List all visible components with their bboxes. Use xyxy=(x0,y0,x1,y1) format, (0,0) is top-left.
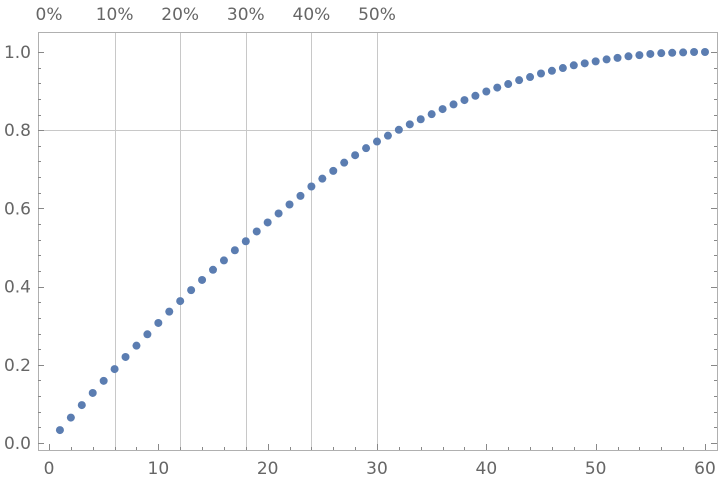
data-point xyxy=(537,69,545,78)
data-point xyxy=(252,227,261,236)
data-point xyxy=(362,144,371,153)
data-point xyxy=(679,48,688,57)
data-point xyxy=(482,87,491,96)
data-point xyxy=(209,265,217,274)
data-point xyxy=(99,376,108,385)
data-point xyxy=(460,96,469,105)
data-point xyxy=(219,256,228,265)
data-point xyxy=(504,80,513,89)
top-axis-label: 20% xyxy=(161,5,199,25)
data-point xyxy=(55,426,64,435)
data-point xyxy=(121,352,130,361)
data-point xyxy=(515,76,524,85)
data-point xyxy=(383,131,392,140)
data-point xyxy=(373,137,381,146)
top-axis-label: 0% xyxy=(36,5,63,25)
tick-layer xyxy=(38,52,717,450)
y-tick-label: 0.2 xyxy=(4,356,31,376)
data-point xyxy=(285,200,294,209)
data-point xyxy=(427,110,436,119)
data-point xyxy=(405,120,414,129)
data-point xyxy=(318,174,327,183)
data-point xyxy=(187,286,196,295)
data-point xyxy=(690,48,699,56)
data-point xyxy=(471,91,480,100)
data-point xyxy=(66,413,75,422)
data-point xyxy=(657,49,666,58)
top-axis-label: 50% xyxy=(358,5,396,25)
data-point xyxy=(438,105,447,114)
data-point xyxy=(558,64,567,73)
data-point xyxy=(591,57,600,66)
x-tick-label: 30 xyxy=(366,459,388,479)
data-point xyxy=(132,341,141,350)
data-point xyxy=(416,115,425,124)
data-point xyxy=(296,191,305,200)
data-point xyxy=(394,125,403,134)
y-tick-label: 1.0 xyxy=(4,43,31,63)
top-axis-label: 10% xyxy=(96,5,134,25)
data-point xyxy=(624,52,633,61)
data-point xyxy=(701,48,709,56)
data-point xyxy=(198,275,207,284)
data-point xyxy=(569,61,578,70)
data-point xyxy=(580,59,589,68)
x-tick-label: 0 xyxy=(44,459,55,479)
y-tick-label: 0.8 xyxy=(4,121,31,141)
data-point xyxy=(307,182,316,191)
data-point xyxy=(165,307,174,316)
data-point xyxy=(613,53,622,62)
x-tick-label: 60 xyxy=(694,459,716,479)
data-point xyxy=(143,330,152,339)
y-tick-label: 0.0 xyxy=(4,434,31,454)
data-point xyxy=(329,166,338,175)
data-point xyxy=(668,48,677,57)
top-axis-label: 30% xyxy=(227,5,265,25)
data-point xyxy=(241,237,250,246)
x-tick-label: 10 xyxy=(148,459,170,479)
data-point xyxy=(77,401,86,410)
data-point xyxy=(493,83,502,92)
data-point xyxy=(547,66,556,75)
x-tick-label: 40 xyxy=(476,459,498,479)
data-point xyxy=(154,318,163,327)
data-point xyxy=(646,49,655,58)
data-point xyxy=(88,388,97,397)
data-point xyxy=(602,55,611,64)
data-point xyxy=(230,246,239,255)
data-point xyxy=(110,365,119,374)
data-point xyxy=(263,218,272,227)
y-tick-label: 0.6 xyxy=(4,199,31,219)
data-point xyxy=(526,73,535,82)
x-tick-label: 20 xyxy=(257,459,279,479)
data-point xyxy=(449,100,458,109)
data-point xyxy=(274,209,283,218)
data-point xyxy=(351,151,360,160)
data-point xyxy=(176,297,185,306)
x-tick-label: 50 xyxy=(585,459,607,479)
y-tick-label: 0.4 xyxy=(4,278,31,298)
grid-layer xyxy=(38,32,717,450)
point-layer xyxy=(55,48,709,435)
label-layer: 0 10 20 30 40 50 60 0.0 0.2 0.4 0.6 0.8 1.00% 10% 20% 3… xyxy=(4,5,716,479)
top-axis-label: 40% xyxy=(293,5,331,25)
data-point xyxy=(340,158,349,167)
data-point xyxy=(635,51,644,60)
plot-frame xyxy=(38,32,718,451)
